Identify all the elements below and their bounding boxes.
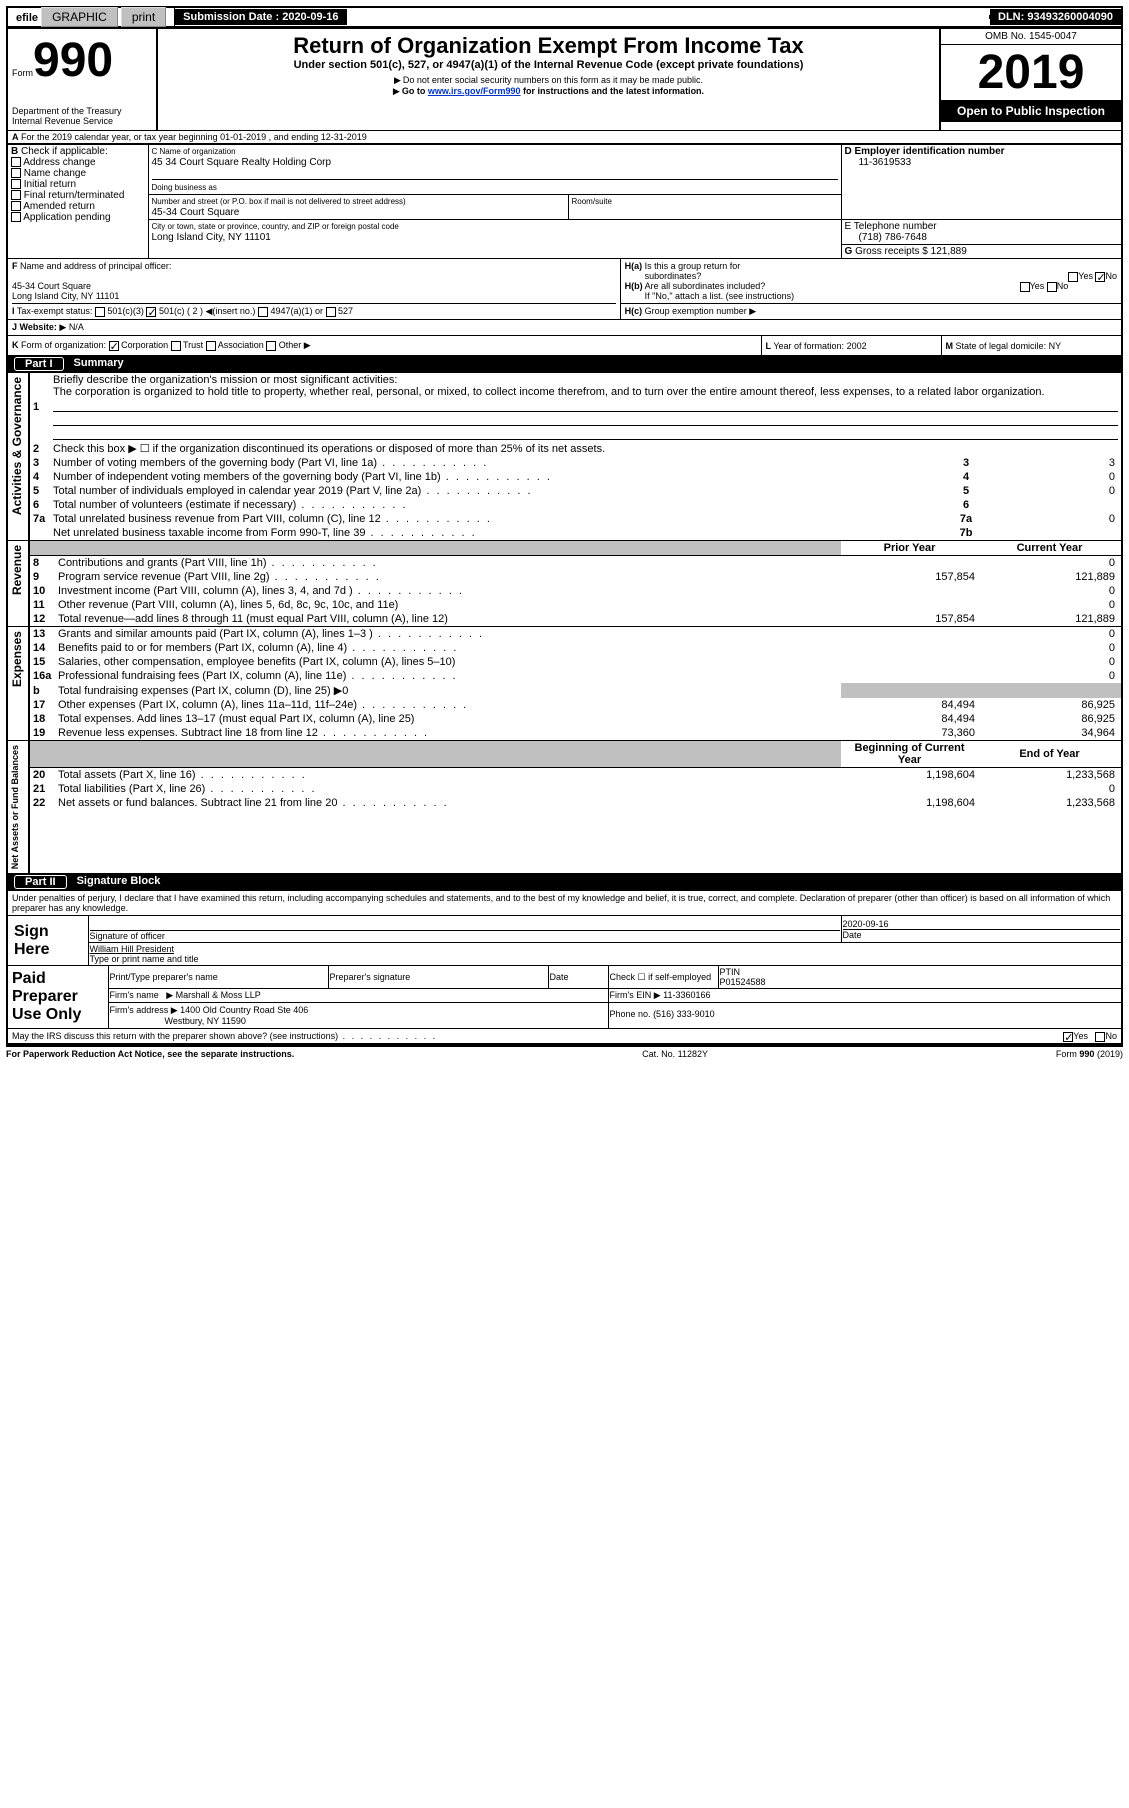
officer: William Hill President [90, 944, 175, 954]
dln: DLN: 93493260004090 [998, 11, 1113, 23]
firm-ein: 11-3360166 [663, 990, 710, 1000]
part2-badge: Part II [14, 875, 67, 889]
sub2: Do not enter social security numbers on … [162, 75, 935, 86]
phone: (718) 786-7648 [845, 232, 927, 243]
form-title: Return of Organization Exempt From Incom… [162, 33, 935, 59]
sub1: Under section 501(c), 527, or 4947(a)(1)… [162, 59, 935, 71]
org-name: 45 34 Court Square Realty Holding Corp [152, 157, 332, 168]
gross-receipts: 121,889 [931, 246, 967, 257]
sign-here: Sign Here [8, 916, 88, 966]
side-netassets: Net Assets or Fund Balances [8, 741, 22, 873]
cat-no: Cat. No. 11282Y [642, 1049, 708, 1059]
side-revenue: Revenue [8, 541, 26, 599]
paid-preparer: Paid Preparer Use Only [8, 966, 108, 1029]
line-a: For the 2019 calendar year, or tax year … [21, 132, 367, 142]
subdate-label: Submission Date : [183, 11, 279, 23]
firm-name: Marshall & Moss LLP [176, 990, 261, 1000]
penalty: Under penalties of perjury, I declare th… [8, 891, 1121, 915]
side-expenses: Expenses [8, 627, 26, 691]
irs-link[interactable]: www.irs.gov/Form990 [428, 86, 521, 96]
street: 45-34 Court Square [152, 207, 240, 218]
ein: 11-3619533 [845, 157, 912, 168]
prep-phone: (516) 333-9010 [653, 1009, 715, 1019]
part1-badge: Part I [14, 357, 64, 371]
mission: The corporation is organized to hold tit… [53, 386, 1045, 398]
ptin: P01524588 [720, 977, 766, 987]
ein-label: D Employer identification number [845, 146, 1005, 157]
inspection: Open to Public Inspection [941, 100, 1121, 122]
graphic-button[interactable]: GRAPHIC [41, 7, 118, 27]
side-activities: Activities & Governance [8, 373, 26, 519]
form-number: 990 [33, 34, 113, 87]
tax-year: 2019 [941, 45, 1121, 100]
print-button[interactable]: print [121, 7, 166, 27]
omb: OMB No. 1545-0047 [941, 29, 1121, 45]
top-bar: efile GRAPHIC print Submission Date : 20… [6, 6, 1123, 28]
city: Long Island City, NY 11101 [152, 232, 271, 243]
dept: Department of the Treasury Internal Reve… [12, 106, 152, 126]
website: N/A [69, 322, 84, 332]
form-box: Form990 Department of the Treasury Inter… [8, 29, 158, 130]
subdate-val: 2020-09-16 [282, 11, 338, 23]
efile-text: efile [16, 12, 38, 24]
paperwork: For Paperwork Reduction Act Notice, see … [6, 1049, 294, 1059]
